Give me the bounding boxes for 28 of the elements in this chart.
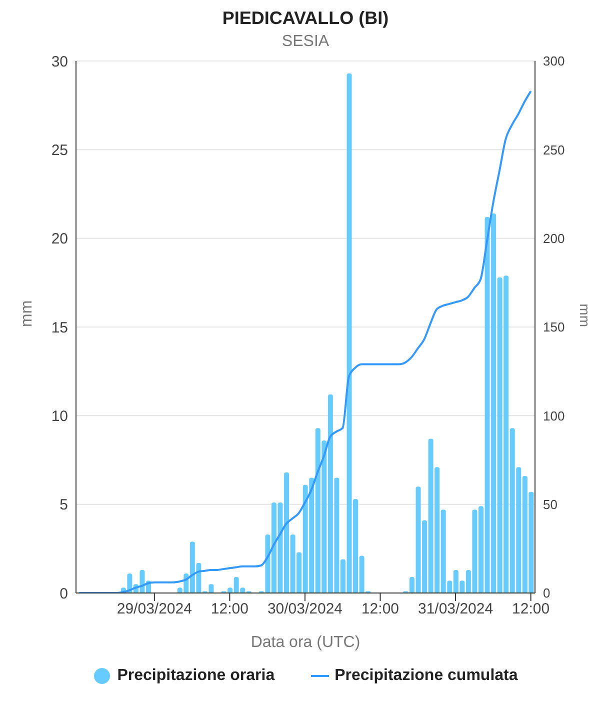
chart-title: PIEDICAVALLO (BI) — [221, 8, 390, 29]
y2-tick-label: 150 — [543, 320, 565, 335]
y-tick-label: 10 — [51, 408, 68, 425]
y-axis-title: mm — [18, 300, 36, 327]
x-tick-label: 12:00 — [210, 600, 248, 618]
x-tick-label: 12:00 — [361, 600, 400, 618]
x-tick-label: 12:00 — [512, 600, 550, 618]
legend-label: Precipitazione oraria — [117, 667, 275, 685]
y-tick-label: 0 — [60, 585, 68, 602]
x-tick-label: 31/03/2024 — [418, 600, 494, 618]
y2-axis-title: mm — [577, 304, 594, 327]
y2-tick-label: 0 — [543, 586, 550, 601]
chart-subtitle: SESIA — [280, 33, 330, 51]
y2-tick-label: 50 — [543, 496, 558, 512]
y2-tick-label: 200 — [543, 230, 565, 246]
y-tick-label: 15 — [51, 319, 68, 336]
x-axis-title: Data ora (UTC) — [250, 634, 360, 651]
x-tick-label: 30/03/2024 — [267, 600, 343, 618]
y-tick-label: 20 — [51, 230, 68, 248]
legend-label: Precipitazione cumulata — [334, 667, 518, 685]
y-tick-label: 5 — [60, 496, 68, 514]
line-series — [78, 90, 532, 593]
y2-tick-label: 250 — [543, 142, 565, 158]
y-tick-label: 25 — [51, 142, 68, 159]
y2-tick-label: 100 — [543, 408, 565, 424]
y-tick-label: 30 — [51, 53, 68, 70]
x-tick-label: 29/03/2024 — [116, 600, 192, 618]
y2-tick-label: 300 — [543, 54, 565, 69]
